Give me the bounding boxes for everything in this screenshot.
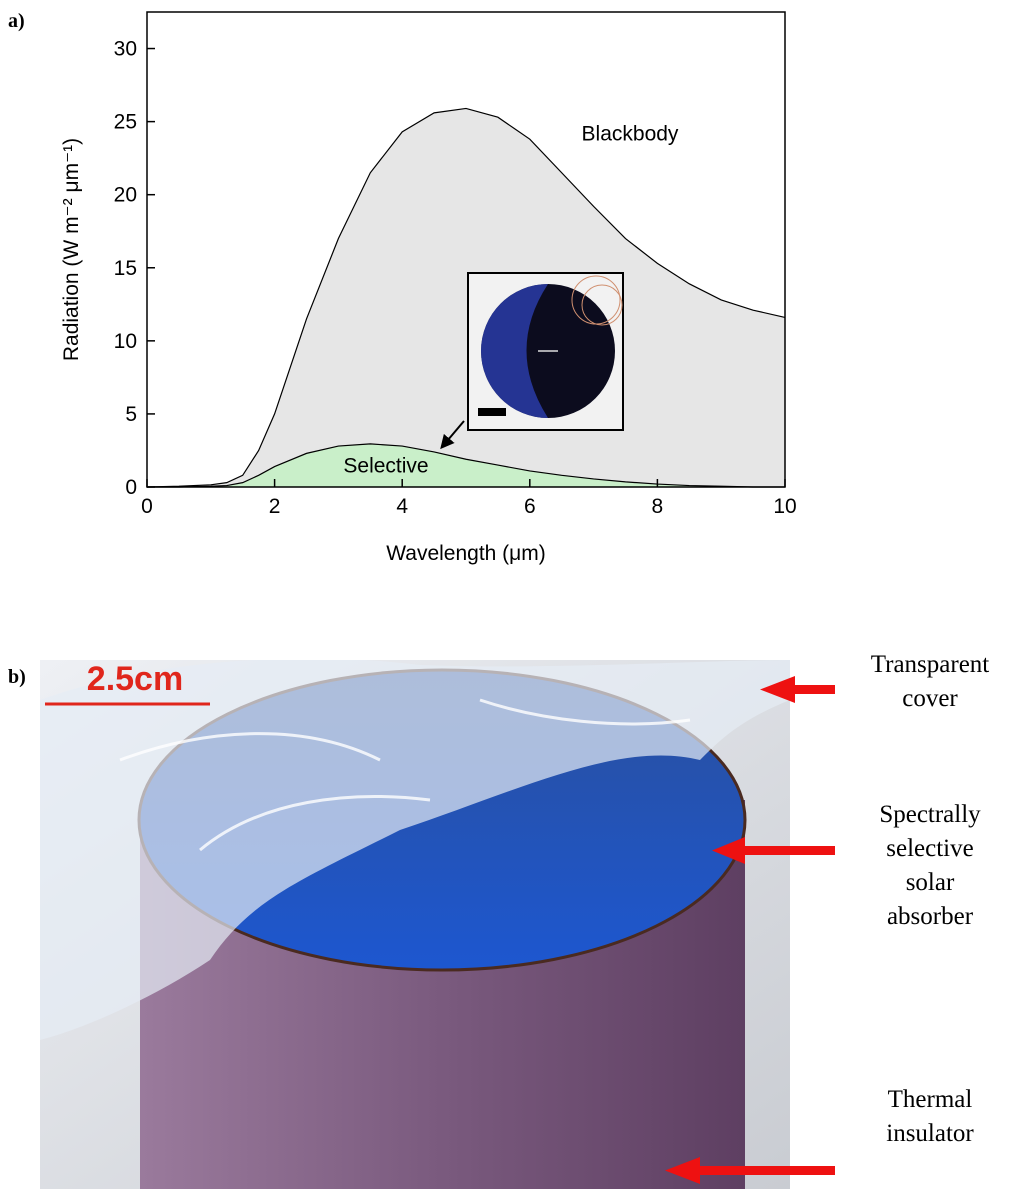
y-tick-label: 30 (114, 38, 137, 61)
x-tick-label: 8 (652, 495, 664, 518)
scale-label: 2.5cm (87, 660, 183, 698)
annotations: Transparent cover Spectrally selective solar… (871, 651, 990, 1147)
figure: a) b) Blackbody Selective 0 2 4 6 8 10 0 5 10 15 20 2… (0, 0, 1019, 1189)
series-label: Blackbody (582, 123, 679, 146)
y-tick-label: 20 (114, 184, 137, 207)
area (147, 108, 785, 487)
photo: 2.5cm (40, 658, 790, 1189)
x-tick-label: 4 (396, 495, 408, 518)
x-tick-label: 6 (524, 495, 536, 518)
y-tick-label: 15 (114, 257, 137, 280)
annotation-text: Transparent (871, 651, 990, 678)
chart: Blackbody Selective 0 2 4 6 8 10 0 5 10 15 20 25 30 Wav… (60, 12, 797, 565)
series-label: Selective (343, 455, 428, 478)
y-tick-label: 25 (114, 111, 137, 134)
annotation-text: insulator (886, 1120, 974, 1147)
y-tick-label: 5 (125, 403, 137, 426)
annotation-text: solar (906, 869, 955, 896)
x-tick-label: 10 (773, 495, 796, 518)
panel-label: b) (8, 666, 26, 688)
x-tick-label: 2 (269, 495, 281, 518)
y-tick-label: 0 (125, 476, 137, 499)
y-tick-label: 10 (114, 330, 137, 353)
annotation-text: Thermal (888, 1086, 973, 1113)
annotation-text: Spectrally (879, 801, 981, 828)
panel-label: a) (8, 10, 25, 32)
y-axis-label: Radiation (W m⁻² μm⁻¹) (60, 138, 83, 361)
inset-photo (442, 273, 623, 447)
x-tick-label: 0 (141, 495, 153, 518)
annotation-text: absorber (887, 903, 974, 930)
annotation-text: selective (886, 835, 973, 862)
x-axis-label: Wavelength (μm) (386, 542, 546, 565)
annotation-text: cover (902, 685, 958, 712)
